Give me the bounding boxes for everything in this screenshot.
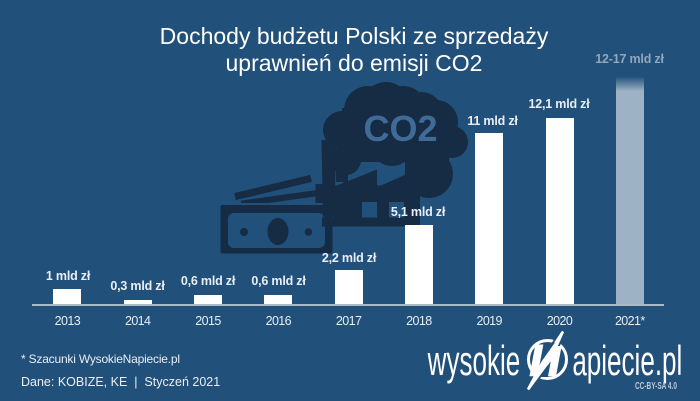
svg-text:CC-BY-SA 4.0: CC-BY-SA 4.0 (635, 379, 677, 391)
svg-text:wysokie: wysokie (427, 338, 520, 385)
svg-text:CO2: CO2 (363, 108, 437, 149)
svg-text:apiecie.pl: apiecie.pl (572, 338, 682, 385)
